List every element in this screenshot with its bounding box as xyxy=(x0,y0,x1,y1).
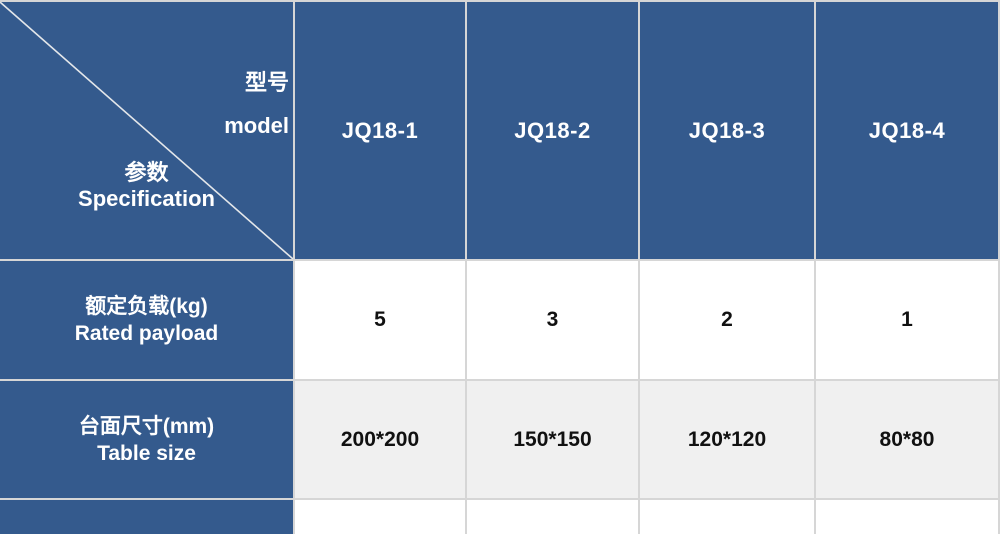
corner-header-cell: 型号 model 参数 Specification xyxy=(0,2,293,259)
data-cell-size-jq18-3: 120*120 xyxy=(640,381,814,498)
corner-spec-label: 参数 Specification xyxy=(0,160,293,212)
model-label-en: model xyxy=(224,113,289,138)
data-cell-size-jq18-2: 150*150 xyxy=(467,381,638,498)
data-cell-payload-jq18-4: 1 xyxy=(816,261,998,379)
row-label-cn: 额定负载(kg) xyxy=(85,295,208,318)
spec-label-cn: 参数 xyxy=(124,160,169,185)
data-cell-payload-jq18-2: 3 xyxy=(467,261,638,379)
data-cell-partial-jq18-1 xyxy=(295,500,465,534)
data-cell-payload-jq18-1: 5 xyxy=(295,261,465,379)
corner-model-label: 型号 model xyxy=(224,70,289,139)
data-cell-payload-jq18-3: 2 xyxy=(640,261,814,379)
row-label-en: Rated payload xyxy=(74,322,219,345)
row-label-rated-payload: 额定负载(kg) Rated payload xyxy=(0,261,293,379)
data-cell-partial-jq18-4 xyxy=(816,500,998,534)
spec-label-en: Specification xyxy=(78,186,215,211)
column-header-jq18-4: JQ18-4 xyxy=(816,2,998,259)
column-header-jq18-3: JQ18-3 xyxy=(640,2,814,259)
data-cell-size-jq18-1: 200*200 xyxy=(295,381,465,498)
row-label-table-size: 台面尺寸(mm) Table size xyxy=(0,381,293,498)
row-label-partial xyxy=(0,500,293,534)
column-header-jq18-1: JQ18-1 xyxy=(295,2,465,259)
row-label-cn: 台面尺寸(mm) xyxy=(78,414,215,438)
data-cell-partial-jq18-3 xyxy=(640,500,814,534)
row-label-en: Table size xyxy=(97,441,196,465)
diagonal-divider-line xyxy=(0,2,293,259)
data-cell-partial-jq18-2 xyxy=(467,500,638,534)
column-header-jq18-2: JQ18-2 xyxy=(467,2,638,259)
model-label-cn: 型号 xyxy=(244,70,289,95)
data-cell-size-jq18-4: 80*80 xyxy=(816,381,998,498)
